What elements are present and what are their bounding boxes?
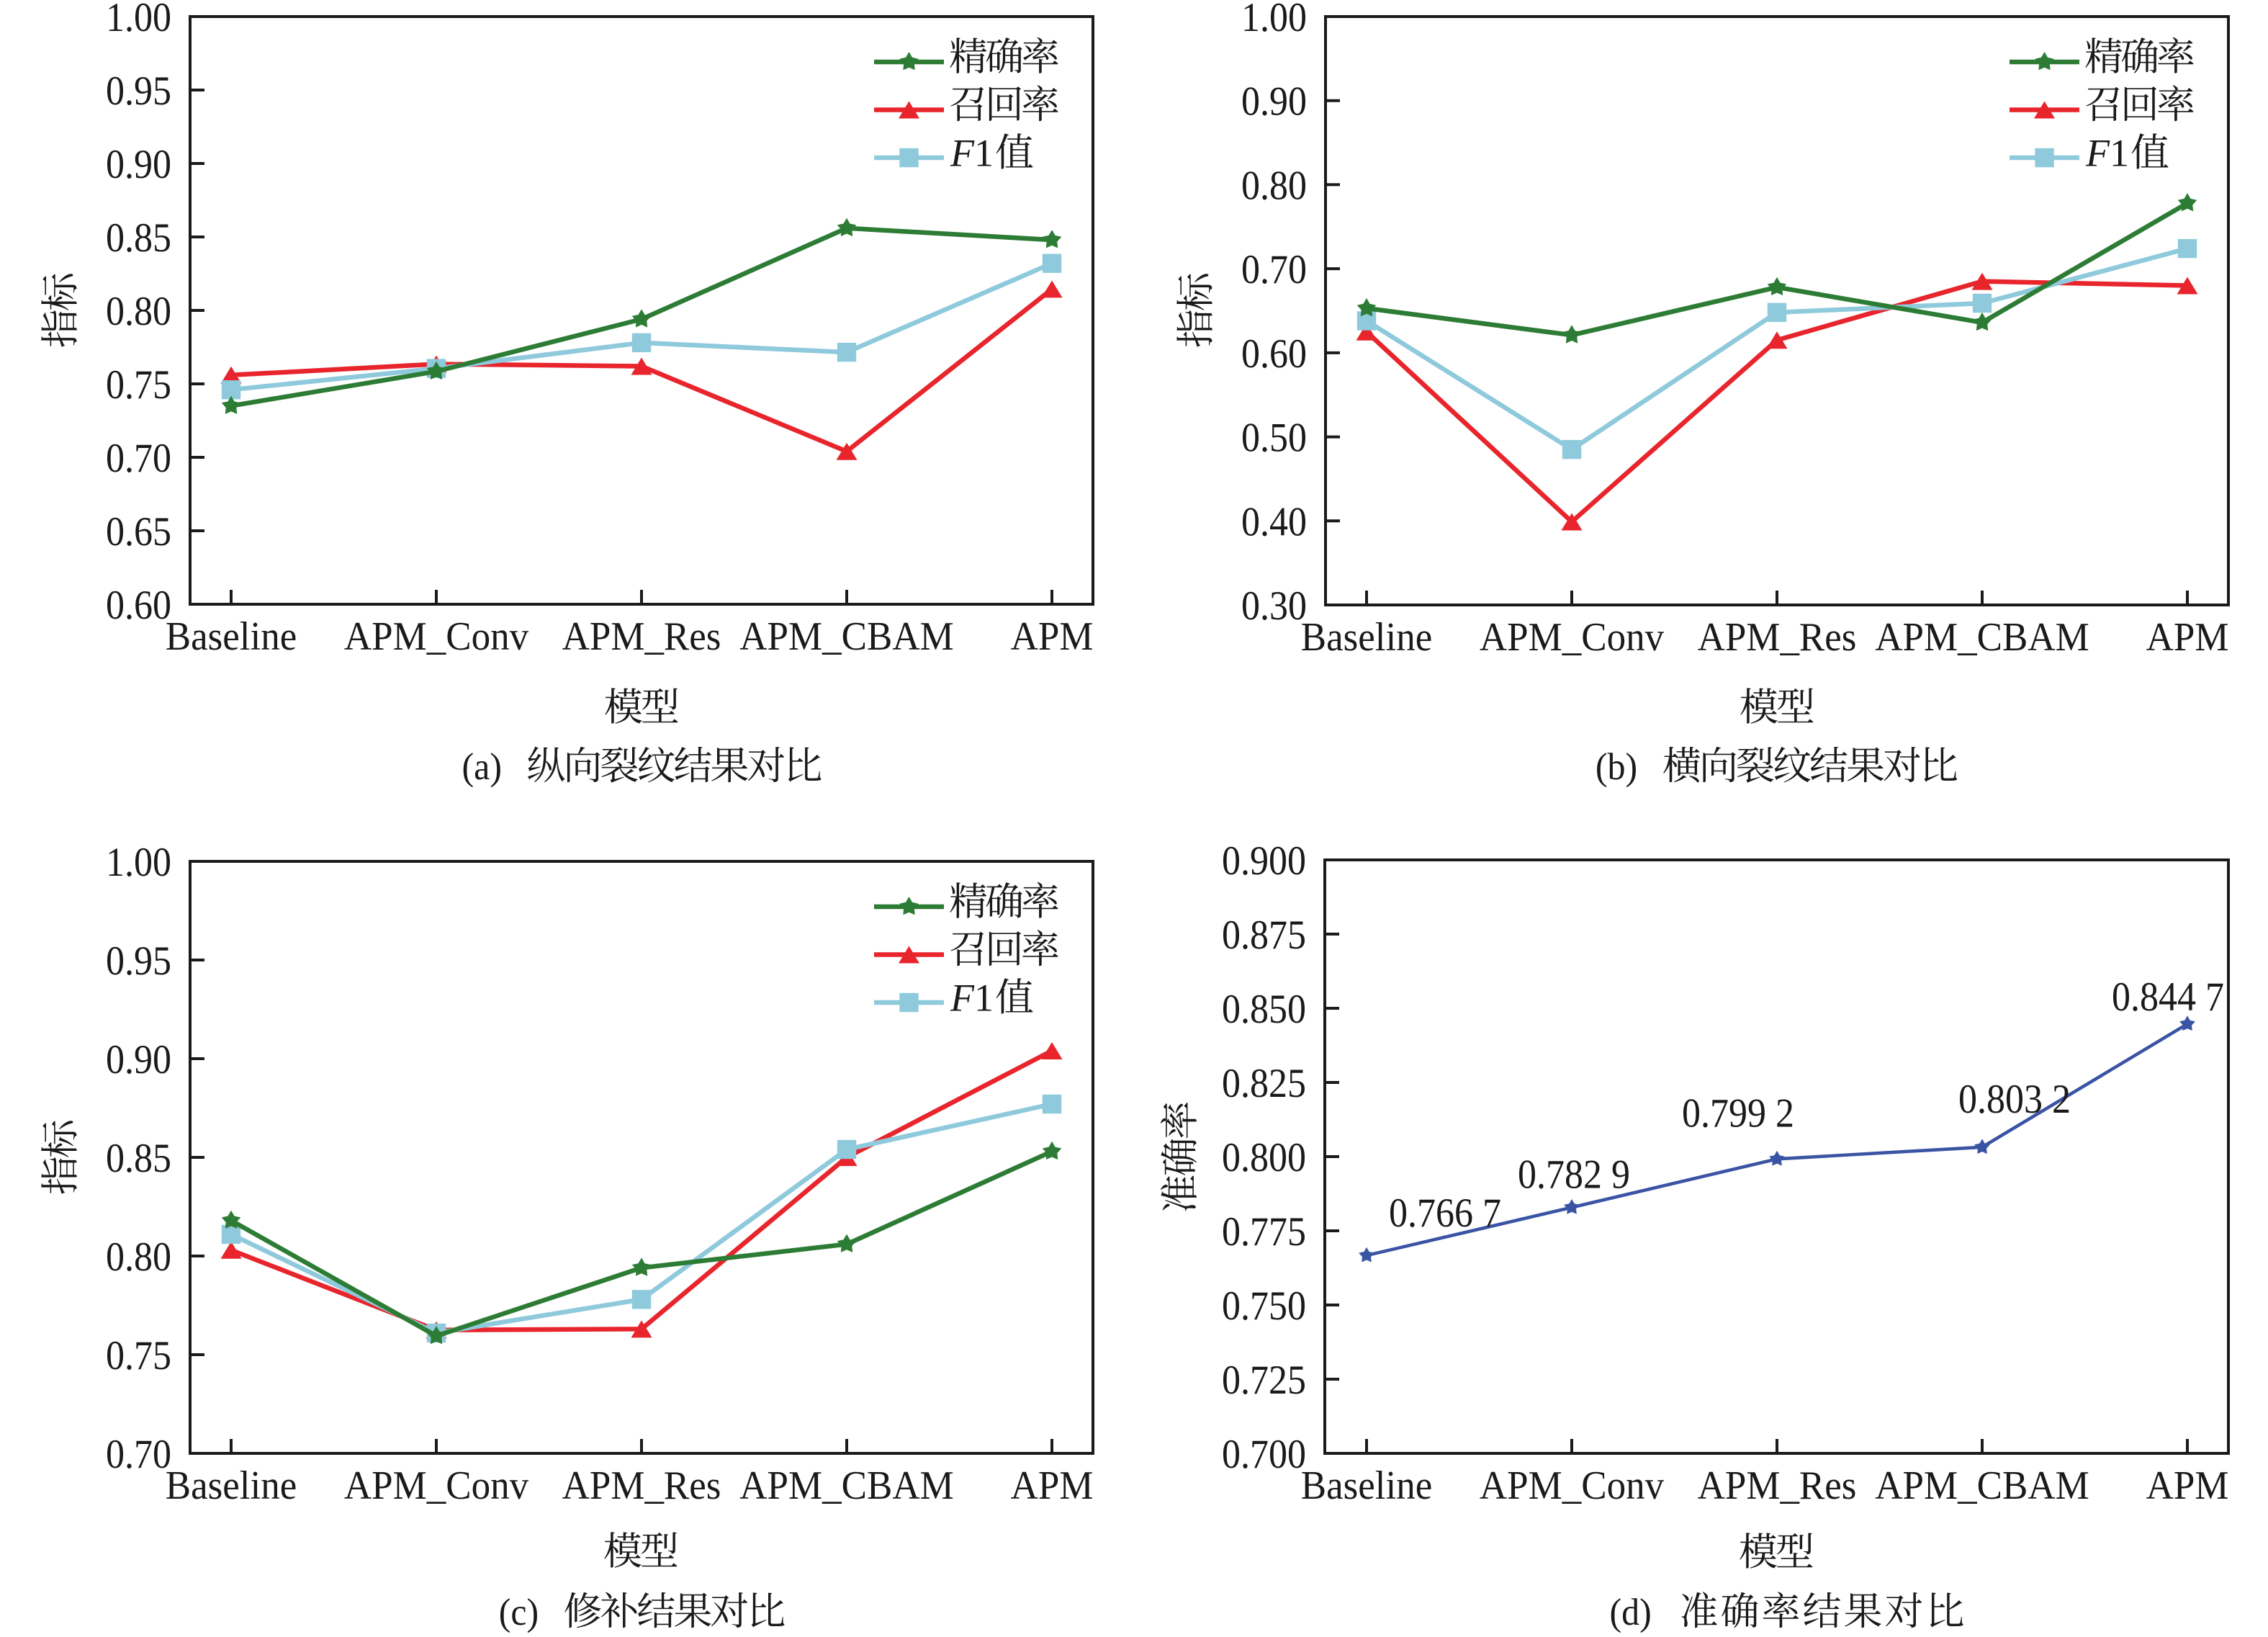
svg-text:1.00: 1.00 [1241, 0, 1307, 40]
svg-text:F: F [950, 132, 975, 175]
svg-text:0.775: 0.775 [1222, 1209, 1306, 1255]
svg-text:0.850: 0.850 [1222, 987, 1306, 1032]
svg-text:APM_CBAM: APM_CBAM [1875, 615, 2089, 659]
svg-text:F: F [950, 977, 975, 1020]
svg-text:0.85: 0.85 [106, 215, 171, 261]
svg-text:1.00: 1.00 [106, 840, 171, 885]
svg-text:(a): (a) [462, 746, 502, 788]
svg-text:APM: APM [2146, 615, 2229, 659]
svg-text:0.60: 0.60 [1241, 331, 1307, 377]
svg-text:0.80: 0.80 [106, 1234, 171, 1280]
svg-text:APM_Res: APM_Res [1698, 615, 1857, 659]
svg-text:APM_Conv: APM_Conv [344, 1463, 529, 1507]
svg-text:APM_Conv: APM_Conv [344, 614, 529, 658]
svg-text:0.766 7: 0.766 7 [1389, 1190, 1501, 1236]
svg-text:0.75: 0.75 [106, 1333, 171, 1378]
svg-text:(b): (b) [1596, 746, 1637, 788]
svg-text:0.799 2: 0.799 2 [1682, 1090, 1794, 1136]
svg-text:APM_CBAM: APM_CBAM [739, 1463, 953, 1507]
svg-text:0.60: 0.60 [106, 583, 171, 628]
svg-text:0.700: 0.700 [1222, 1432, 1306, 1477]
svg-text:0.70: 0.70 [1241, 247, 1307, 292]
svg-text:0.85: 0.85 [106, 1136, 171, 1181]
svg-text:Baseline: Baseline [1301, 1463, 1432, 1507]
svg-text:APM_CBAM: APM_CBAM [739, 614, 953, 658]
svg-text:0.70: 0.70 [106, 436, 171, 481]
svg-text:0.875: 0.875 [1222, 912, 1306, 958]
svg-text:1: 1 [974, 132, 994, 175]
svg-text:0.50: 0.50 [1241, 416, 1307, 461]
svg-text:0.90: 0.90 [106, 142, 171, 187]
svg-text:(d): (d) [1610, 1592, 1652, 1633]
svg-text:0.825: 0.825 [1222, 1061, 1306, 1106]
svg-text:1.00: 1.00 [106, 0, 171, 40]
svg-text:0.90: 0.90 [1241, 79, 1307, 125]
svg-text:(c): (c) [499, 1592, 539, 1633]
svg-text:0.80: 0.80 [1241, 163, 1307, 208]
svg-text:APM_Res: APM_Res [1698, 1463, 1857, 1507]
svg-text:0.900: 0.900 [1222, 838, 1306, 884]
svg-text:0.75: 0.75 [106, 362, 171, 408]
svg-text:APM: APM [2146, 1463, 2229, 1507]
svg-text:APM: APM [1011, 1463, 1094, 1507]
svg-text:0.803 2: 0.803 2 [1958, 1077, 2071, 1122]
svg-text:0.782 9: 0.782 9 [1518, 1152, 1630, 1197]
svg-text:APM_Conv: APM_Conv [1480, 615, 1665, 659]
svg-text:0.40: 0.40 [1241, 499, 1307, 544]
svg-text:APM_CBAM: APM_CBAM [1875, 1463, 2089, 1507]
svg-text:APM_Res: APM_Res [562, 1463, 721, 1507]
svg-text:0.70: 0.70 [106, 1432, 171, 1477]
svg-text:0.95: 0.95 [106, 68, 171, 114]
svg-text:0.65: 0.65 [106, 509, 171, 555]
svg-text:1: 1 [2110, 132, 2129, 175]
svg-text:0.80: 0.80 [106, 289, 171, 334]
svg-text:Baseline: Baseline [166, 1463, 297, 1507]
svg-text:0.90: 0.90 [106, 1037, 171, 1082]
svg-text:Baseline: Baseline [1301, 615, 1432, 659]
svg-text:1: 1 [974, 977, 994, 1020]
svg-text:Baseline: Baseline [166, 614, 297, 658]
svg-text:0.800: 0.800 [1222, 1135, 1306, 1180]
svg-text:0.750: 0.750 [1222, 1283, 1306, 1329]
svg-text:APM: APM [1011, 614, 1094, 658]
svg-text:F: F [2085, 132, 2110, 175]
svg-text:0.30: 0.30 [1241, 583, 1307, 629]
svg-text:APM_Res: APM_Res [562, 614, 721, 658]
svg-text:APM_Conv: APM_Conv [1480, 1463, 1665, 1507]
svg-text:0.95: 0.95 [106, 938, 171, 984]
svg-text:0.844 7: 0.844 7 [2112, 974, 2224, 1020]
svg-text:0.725: 0.725 [1222, 1358, 1306, 1403]
